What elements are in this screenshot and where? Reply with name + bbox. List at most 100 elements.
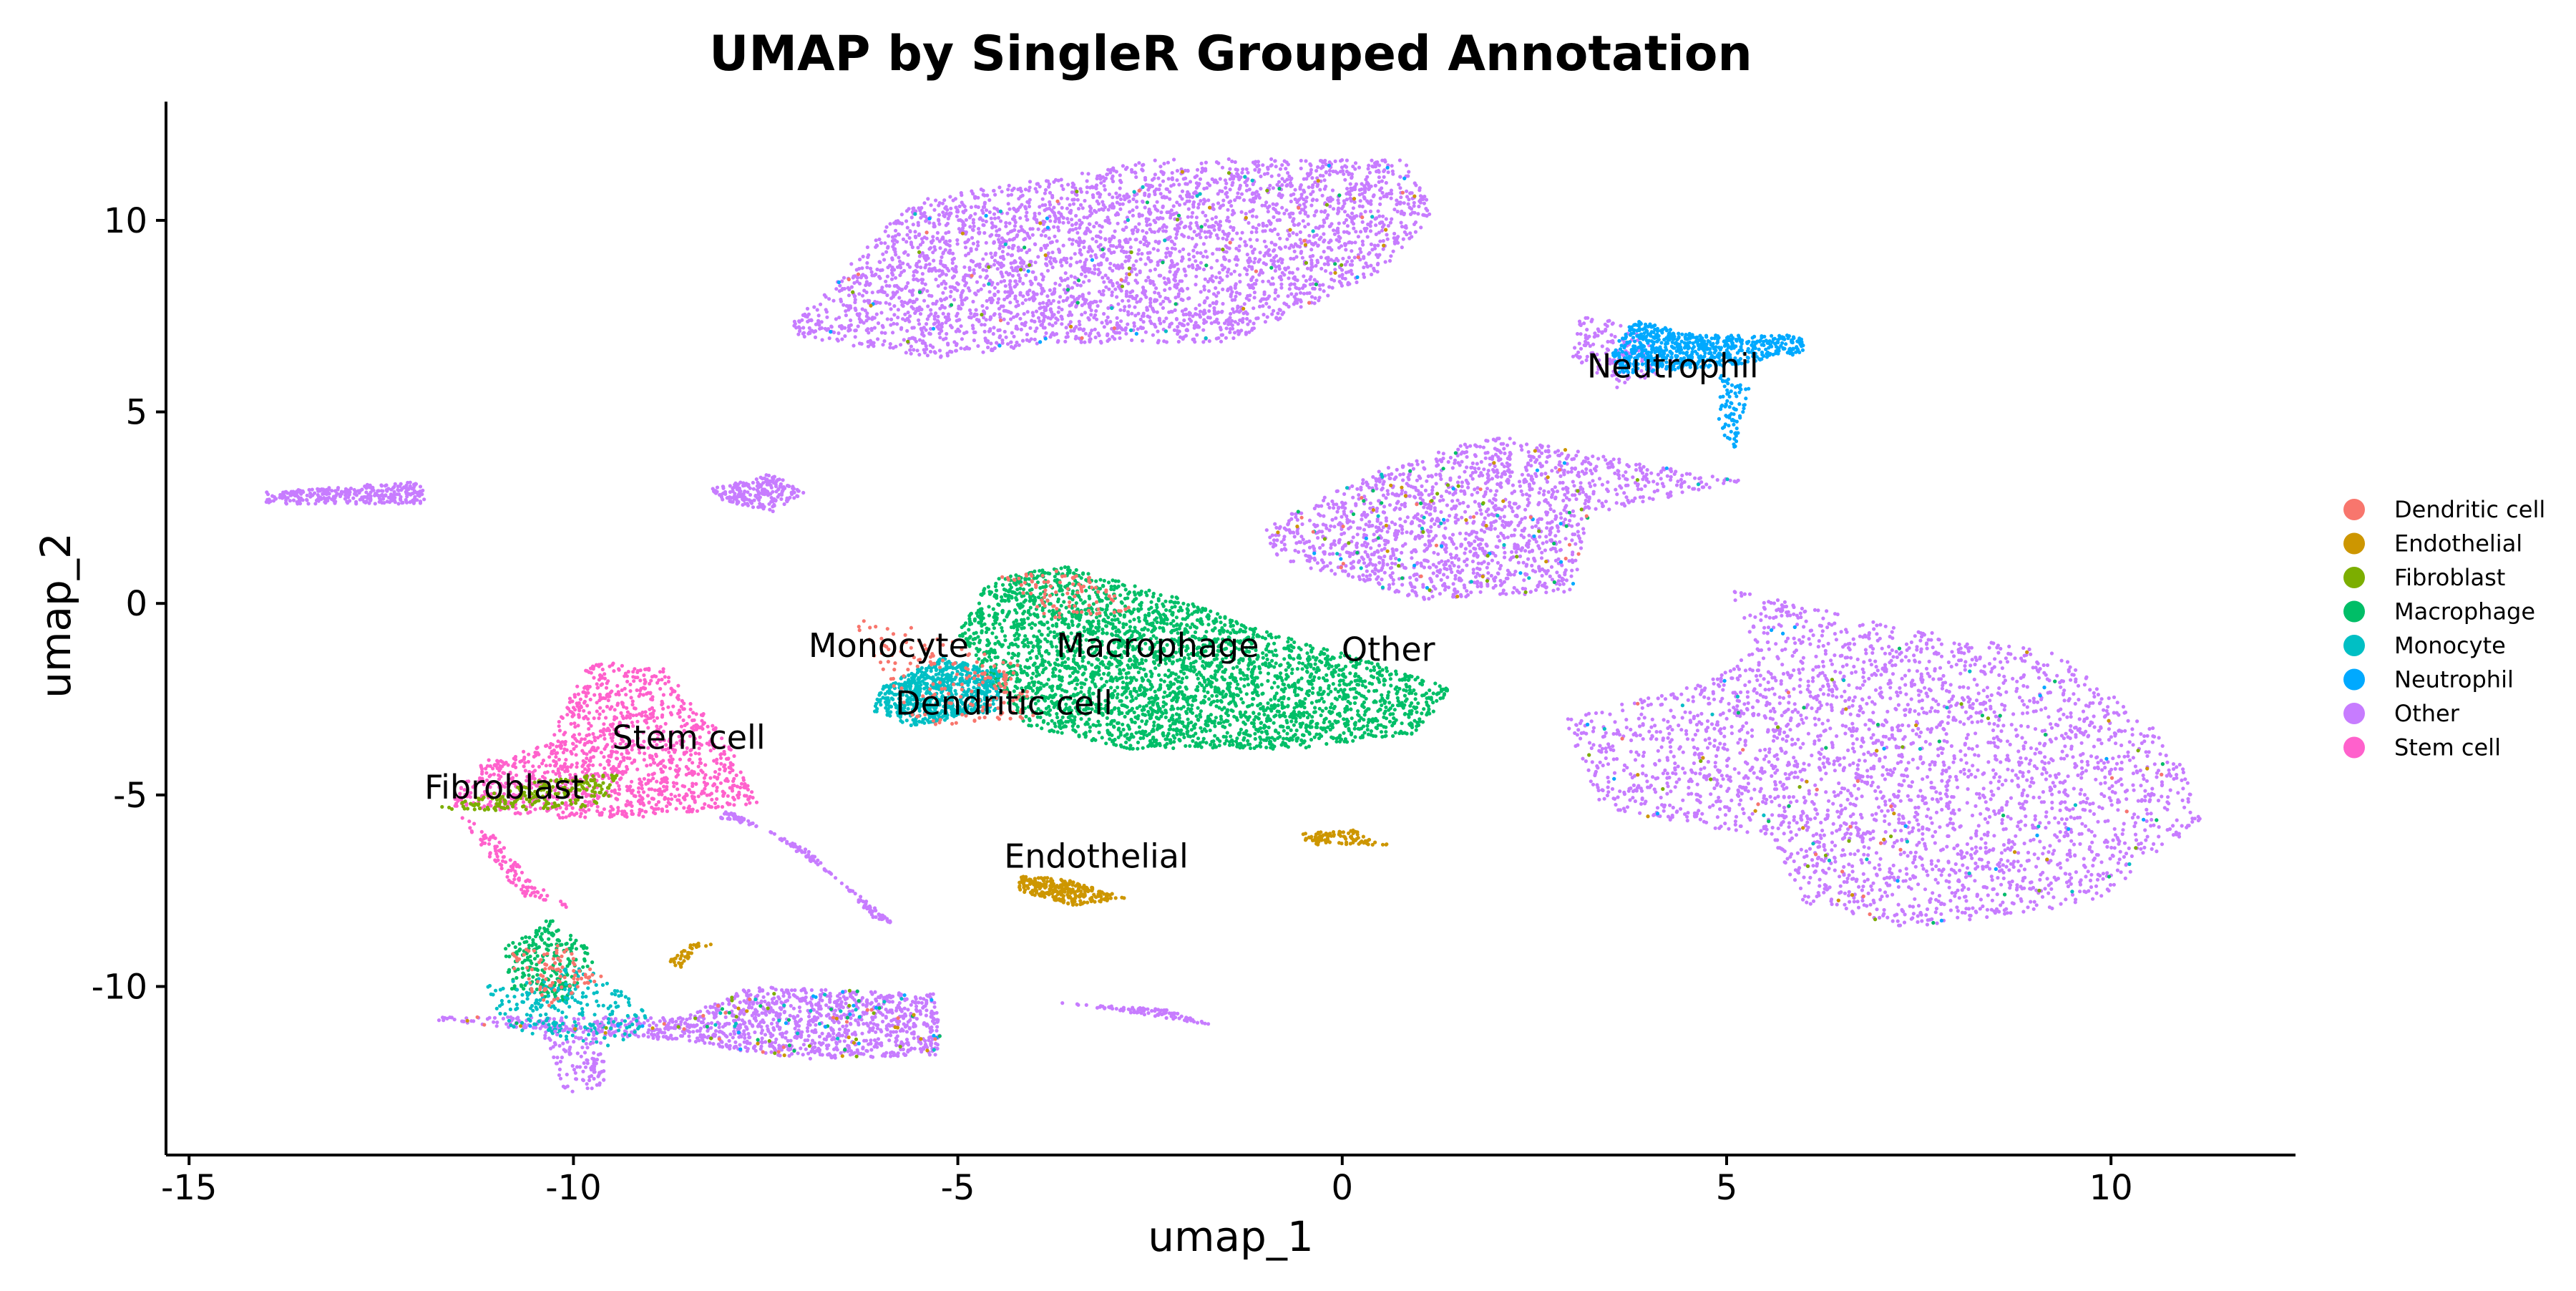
legend-item: Macrophage <box>2343 598 2535 625</box>
cluster-dendritic-cell <box>857 619 1035 726</box>
legend-label: Monocyte <box>2394 632 2506 659</box>
y-tick-label: -10 <box>92 967 147 1007</box>
x-tick-label: -5 <box>941 1168 975 1208</box>
cluster-neutrophil <box>1611 320 1805 374</box>
cluster-other <box>264 480 426 506</box>
point-group <box>711 473 806 514</box>
point-group <box>1264 437 1740 601</box>
legend-label: Endothelial <box>2394 530 2522 557</box>
legend-swatch <box>2343 635 2365 656</box>
cluster-stem-cell <box>460 816 568 910</box>
point-group <box>486 967 648 1048</box>
point-group <box>436 985 942 1061</box>
legend-item: Monocyte <box>2343 632 2506 659</box>
x-tick-label: 10 <box>2089 1168 2133 1208</box>
cluster-label: Macrophage <box>1056 626 1259 665</box>
legend-label: Neutrophil <box>2394 666 2514 693</box>
cluster-label: Monocyte <box>809 626 969 665</box>
x-tick-label: -15 <box>161 1168 217 1208</box>
point-group <box>1060 1000 1211 1026</box>
cluster-other <box>1264 437 1740 601</box>
point-group <box>857 619 1035 726</box>
cluster-label: Dendritic cell <box>895 683 1113 722</box>
point-group <box>264 480 426 506</box>
axes: -15 -10 -5 0 5 10 -10 -5 0 5 10 <box>92 102 2296 1208</box>
legend-item: Endothelial <box>2343 530 2522 557</box>
point-cloud <box>264 157 2202 1093</box>
point-group <box>1611 320 1805 374</box>
x-tick-label: 0 <box>1332 1168 1354 1208</box>
legend-item: Neutrophil <box>2343 666 2514 693</box>
point-group <box>792 157 1432 359</box>
x-tick-label: 5 <box>1716 1168 1738 1208</box>
y-tick-label: -5 <box>113 776 147 816</box>
cluster-stem-cell <box>453 661 759 820</box>
cluster-other <box>436 985 942 1061</box>
y-tick-label: 0 <box>125 584 147 624</box>
x-axis-title: umap_1 <box>1148 1212 1314 1261</box>
cluster-endothelial <box>668 941 713 969</box>
legend-label: Fibroblast <box>2394 564 2505 591</box>
cluster-label: Stem cell <box>613 718 766 757</box>
legend-item: Stem cell <box>2343 734 2501 761</box>
cluster-macrophage <box>504 919 595 1003</box>
point-group <box>873 656 1005 728</box>
cluster-label: Neutrophil <box>1587 346 1759 385</box>
legend-swatch <box>2343 532 2365 555</box>
point-group <box>543 1023 606 1093</box>
cluster-label: Endothelial <box>1004 837 1189 876</box>
point-group <box>1566 590 2202 927</box>
point-group <box>440 773 619 812</box>
legend-swatch <box>2343 567 2365 588</box>
x-tick-label: -10 <box>545 1168 601 1208</box>
cluster-other <box>711 473 806 514</box>
legend-item: Fibroblast <box>2343 564 2505 591</box>
cluster-other <box>543 1023 606 1093</box>
cluster-monocyte <box>486 967 648 1048</box>
y-tick-label: 5 <box>125 393 147 433</box>
cluster-labels: Neutrophil Monocyte Macrophage Other Dendrit… <box>424 346 1759 875</box>
cluster-neutrophil <box>1717 374 1751 449</box>
point-group <box>528 163 2146 1051</box>
y-tick-label: 10 <box>104 201 147 241</box>
legend-item: Dendritic cell <box>2343 496 2545 523</box>
cluster-label: Other <box>1342 630 1435 668</box>
legend-swatch <box>2343 600 2365 623</box>
legend: Dendritic cell Endothelial Fibroblast Macro… <box>2343 496 2545 761</box>
point-group <box>453 661 759 820</box>
legend-label: Stem cell <box>2394 734 2501 761</box>
legend-swatch <box>2343 703 2365 724</box>
point-group <box>719 810 892 925</box>
legend-label: Dendritic cell <box>2394 496 2545 523</box>
point-group <box>511 944 603 1008</box>
cluster-dendritic-cell <box>511 944 603 1008</box>
cluster-monocyte <box>873 656 1005 728</box>
point-group <box>475 188 2164 1054</box>
cluster-dendritic-cell <box>1000 569 1131 620</box>
point-group <box>668 941 713 969</box>
legend-label: Other <box>2394 700 2460 727</box>
point-group <box>1000 569 1131 620</box>
cluster-other <box>1060 1000 1211 1026</box>
point-group <box>1717 374 1751 449</box>
legend-swatch <box>2343 736 2365 759</box>
point-group <box>604 171 2140 1058</box>
point-group <box>460 816 568 910</box>
cluster-other <box>792 157 1432 359</box>
cluster-fibroblast <box>440 773 619 812</box>
point-group <box>465 170 2150 1058</box>
point-group <box>1301 828 1389 847</box>
legend-swatch <box>2343 499 2365 520</box>
cluster-other <box>719 810 892 925</box>
legend-label: Macrophage <box>2394 598 2535 625</box>
y-axis-title: umap_2 <box>31 532 80 698</box>
cluster-other <box>1566 590 2202 927</box>
point-group <box>1018 875 1126 907</box>
legend-swatch <box>2343 668 2365 691</box>
cluster-endothelial <box>1018 875 1126 907</box>
chart-title: UMAP by SingleR Grouped Annotation <box>709 26 1752 82</box>
cluster-endothelial <box>1301 828 1389 847</box>
cluster-label: Fibroblast <box>424 768 584 807</box>
